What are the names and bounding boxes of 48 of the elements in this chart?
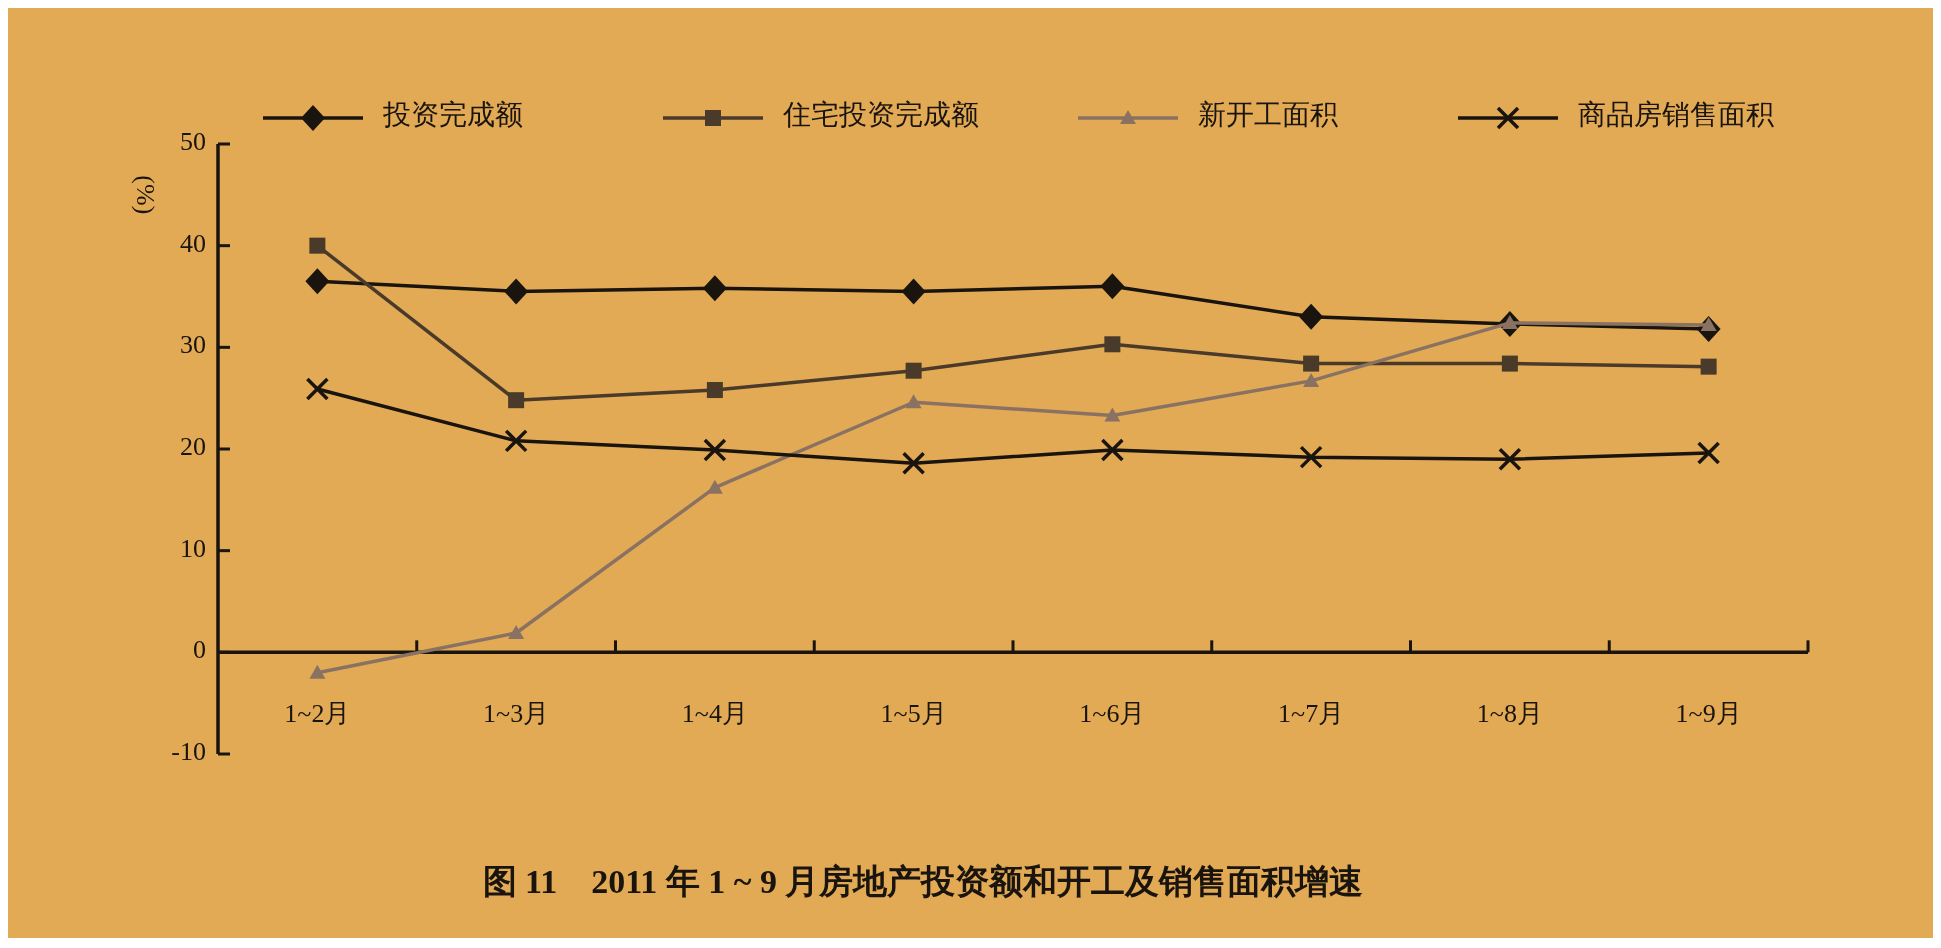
point bbox=[706, 382, 723, 399]
point bbox=[905, 362, 922, 379]
point bbox=[305, 268, 330, 295]
legend-label: 商品房销售面积 bbox=[1578, 99, 1774, 131]
point bbox=[905, 394, 922, 409]
y-tick-label: 30 bbox=[180, 330, 206, 360]
point bbox=[1104, 407, 1121, 422]
y-tick-label: -10 bbox=[171, 736, 206, 766]
x-tick-label: 1~8月 bbox=[1476, 699, 1543, 729]
legend-label: 新开工面积 bbox=[1198, 99, 1338, 131]
point bbox=[1303, 372, 1320, 387]
point bbox=[901, 278, 926, 305]
point bbox=[508, 625, 525, 640]
y-tick-label: 40 bbox=[180, 228, 206, 258]
point bbox=[1299, 445, 1323, 469]
x-tick-label: 1~4月 bbox=[681, 699, 748, 729]
point bbox=[1100, 273, 1125, 300]
point bbox=[1696, 441, 1721, 465]
point bbox=[1299, 303, 1324, 330]
y-tick-label: 10 bbox=[180, 533, 206, 563]
legend-label: 投资完成额 bbox=[382, 99, 523, 131]
point bbox=[703, 438, 727, 462]
y-tick-label: 50 bbox=[180, 126, 206, 156]
text: 图 11 2011 年 1 ~ 9 月房地产投资额和开工及销售面积增速 bbox=[482, 863, 1364, 900]
point bbox=[309, 664, 326, 679]
x-tick-label: 1~7月 bbox=[1278, 699, 1345, 729]
x-tick-label: 1~2月 bbox=[284, 699, 351, 729]
point bbox=[305, 377, 330, 401]
x-tick-label: 1~9月 bbox=[1675, 699, 1742, 729]
point bbox=[1700, 358, 1717, 375]
point bbox=[1498, 447, 1522, 471]
legend-label: 住宅投资完成额 bbox=[782, 99, 979, 131]
x-tick-label: 1~5月 bbox=[880, 699, 947, 729]
point bbox=[309, 237, 326, 254]
y-tick-label: 0 bbox=[193, 635, 206, 665]
x-tick-label: 1~6月 bbox=[1079, 699, 1146, 729]
y-tick-label: 20 bbox=[180, 431, 206, 461]
point bbox=[702, 275, 727, 302]
y-axis-title: (%) bbox=[131, 175, 161, 215]
x-tick-label: 1~3月 bbox=[483, 699, 550, 729]
point bbox=[1104, 336, 1121, 353]
point bbox=[1501, 355, 1518, 372]
point bbox=[504, 429, 528, 453]
point bbox=[901, 451, 926, 475]
point bbox=[504, 278, 529, 305]
point bbox=[508, 392, 525, 409]
point bbox=[1100, 438, 1125, 462]
point bbox=[1303, 355, 1320, 372]
